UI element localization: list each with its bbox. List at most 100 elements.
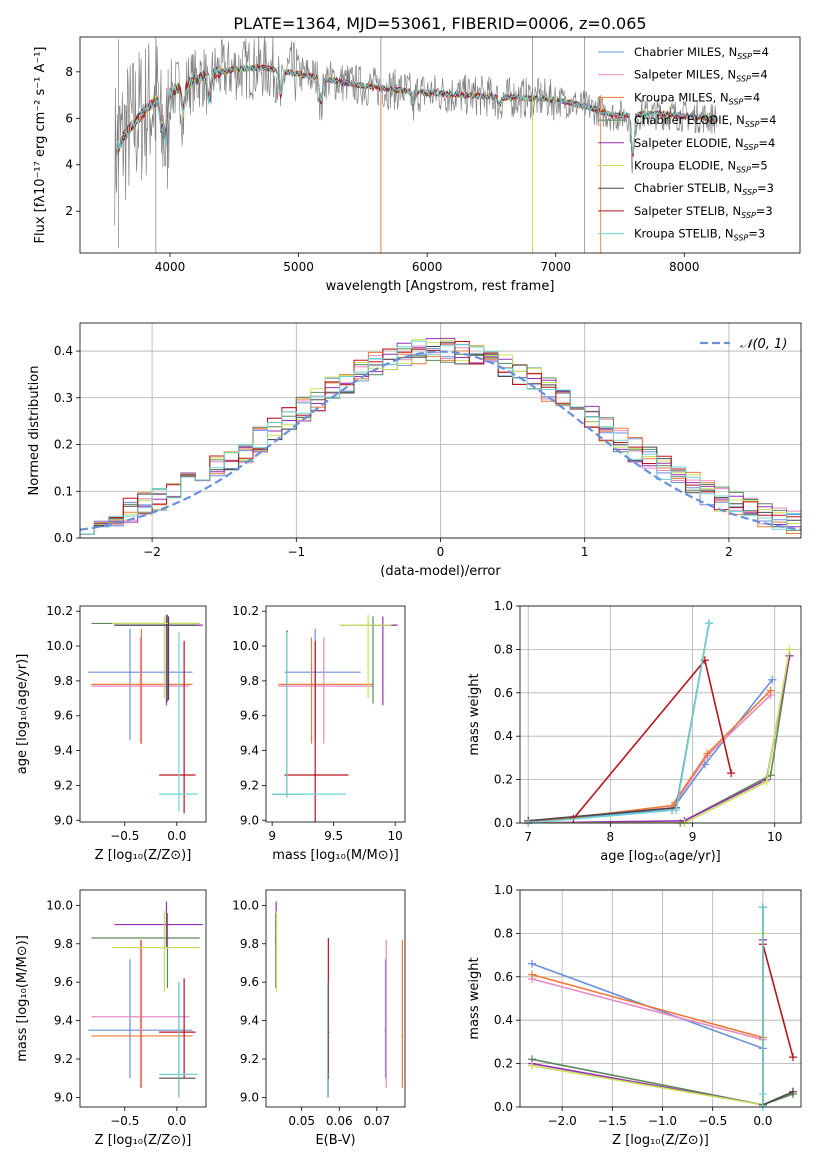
x-axis-label: mass [log₁₀(M/M⊙)] (272, 848, 399, 863)
legend-entry-text: Kroupa ELODIE, N (634, 159, 736, 173)
x-tick-label: 8000 (669, 260, 700, 274)
y-tick-label: 9.4 (54, 744, 73, 758)
axes-frame (79, 605, 207, 823)
y-tick-label: 6 (65, 111, 73, 125)
series-marker (766, 686, 775, 695)
series-marker (762, 777, 771, 786)
y-tick-label: 9.6 (54, 709, 73, 723)
y-tick-label: 9.4 (240, 744, 259, 758)
legend-entry-text: Kroupa MILES, N (634, 90, 729, 104)
x-tick-label: 4000 (155, 260, 186, 274)
x-tick-label: −0.5 (110, 1114, 139, 1128)
x-tick-label: 2 (725, 545, 733, 559)
data-point (275, 946, 278, 949)
y-tick-label: 9.6 (54, 975, 73, 989)
legend-entry-tail: =4 (743, 90, 760, 104)
y-tick-label: 0.6 (494, 686, 513, 700)
y-tick-label: 0.0 (494, 1100, 513, 1114)
y-tick-label: 10.0 (232, 639, 259, 653)
x-tick-label: −2 (143, 545, 161, 559)
legend-entry-sub: SSP (729, 97, 744, 106)
legend-entry-sub: SSP (742, 188, 757, 197)
legend-entry-text: Salpeter ELODIE, N (634, 136, 744, 150)
legend-entry-sub: SSP (745, 120, 760, 129)
y-tick-label: 0.3 (54, 391, 73, 405)
spectrum-model-line (115, 63, 717, 157)
x-tick-label: 0 (437, 545, 445, 559)
y-axis-label: mass [log₁₀(M/M⊙)] (15, 935, 30, 1062)
axes-frame (519, 889, 802, 1108)
y-tick-label: 9.2 (240, 778, 259, 792)
legend-entry: Salpeter MILES, NSSP=4 (634, 68, 768, 84)
legend-entry: Chabrier STELIB, NSSP=3 (634, 181, 774, 197)
legend-entry: Chabrier ELODIE, NSSP=4 (634, 113, 776, 129)
y-tick-label: 9.6 (240, 975, 259, 989)
series-marker (758, 903, 767, 912)
x-tick-label: 0.05 (288, 1114, 315, 1128)
legend-entry: 𝒩(0, 1) (740, 337, 787, 352)
axes-frame (79, 889, 207, 1108)
y-tick-label: 9.0 (54, 813, 73, 827)
y-tick-label: 9.4 (54, 1014, 73, 1028)
x-tick-label: 6000 (412, 260, 443, 274)
x-tick-label: −1.0 (648, 1114, 677, 1128)
legend-entry-tail: =4 (758, 136, 775, 150)
data-point (183, 773, 186, 776)
y-tick-label: 0.0 (494, 816, 513, 830)
x-tick-label: 5000 (283, 260, 314, 274)
legend-entry-sub: SSP (744, 143, 759, 152)
x-axis-label: wavelength [Angstrom, rest frame] (326, 279, 555, 294)
residual-histogram-panel: −2 −1 0 1 2 0.0 0.1 0.2 0.3 0.4 (data-model)/error… (27, 322, 802, 579)
legend-entry: Salpeter ELODIE, NSSP=4 (634, 136, 775, 152)
series-marker (788, 1087, 797, 1096)
y-tick-label: 9.0 (240, 1090, 259, 1104)
y-tick-label: 0.8 (494, 926, 513, 940)
y-tick-label: 10.2 (46, 604, 73, 618)
series-marker (788, 1053, 797, 1062)
y-tick-label: 10.0 (46, 639, 73, 653)
legend-entry: Kroupa MILES, NSSP=4 (634, 90, 760, 106)
legend-entry-tail: =3 (756, 204, 773, 218)
data-point (385, 1015, 388, 1018)
y-tick-label: 0.2 (494, 1057, 513, 1071)
legend-entry-sub: SSP (736, 166, 751, 175)
y-axis-label: Normed distribution (27, 366, 42, 496)
series-marker (768, 675, 777, 684)
series-marker (758, 1089, 767, 1098)
x-tick-label: 0.0 (753, 1114, 772, 1128)
histogram-step (80, 340, 801, 535)
series-marker (528, 1061, 537, 1070)
data-point (128, 671, 131, 674)
x-tick-label: 8 (607, 830, 615, 844)
x-tick-label: 10 (767, 830, 782, 844)
mass-weight-vs-metallicity-panel: −2.0 −1.5 −1.0 −0.5 0.0 0.0 0.2 0.4 0.6 0.8 1.0 Z [… (467, 883, 802, 1148)
y-tick-label: 10.0 (232, 898, 259, 912)
y-axis-label: mass weight (467, 673, 482, 755)
data-point (167, 624, 170, 627)
y-tick-label: 9.8 (240, 674, 259, 688)
legend-entry: Kroupa STELIB, NSSP=3 (634, 227, 765, 243)
age-vs-metallicity-panel: −0.5 0.0 9.0 9.2 9.4 9.6 9.8 10.0 10.2 Z [log₁₀(Z… (15, 604, 207, 863)
legend-entry-sub: SSP (737, 52, 752, 61)
data-point (140, 683, 143, 686)
age-vs-mass-panel: 9 9.5 10 9.0 9.2 9.4 9.6 9.8 10.0 10.2 mass [log₁₀… (232, 604, 406, 863)
series-line (528, 655, 791, 823)
legend-entry-tail: =5 (751, 159, 768, 173)
y-tick-label: 8 (65, 65, 73, 79)
y-tick-label: 9.2 (54, 778, 73, 792)
y-tick-label: 0.0 (54, 531, 73, 545)
legend-entry-tail: =4 (752, 45, 769, 59)
axes-frame (519, 605, 802, 824)
legend-entry-text: Salpeter STELIB, N (634, 204, 741, 218)
y-tick-label: 0.1 (54, 484, 73, 498)
x-tick-label: 0.0 (167, 1114, 186, 1128)
series-marker (528, 970, 537, 979)
data-point (165, 923, 168, 926)
x-tick-label: 0.06 (326, 1114, 353, 1128)
y-tick-label: 10.2 (232, 604, 259, 618)
x-tick-label: 7000 (540, 260, 571, 274)
x-tick-label: 1 (581, 545, 589, 559)
normal-reference-curve (80, 350, 801, 531)
y-tick-label: 9.8 (54, 674, 73, 688)
x-tick-label: −0.5 (110, 829, 139, 843)
